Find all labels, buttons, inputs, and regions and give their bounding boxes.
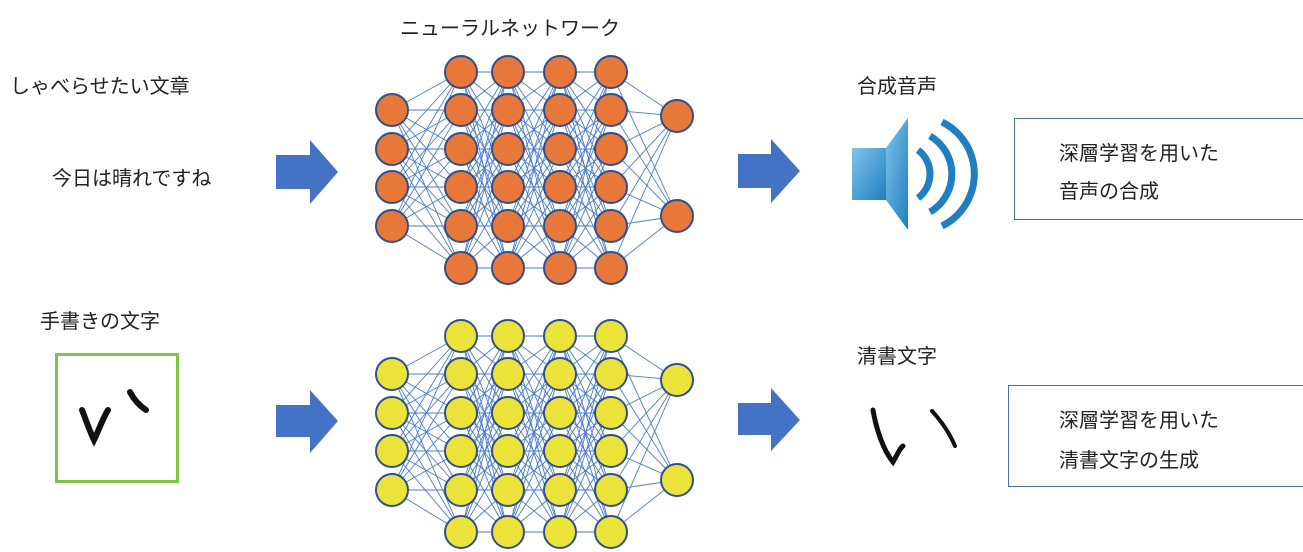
speech-network-node-1-2 [444,132,478,166]
handwriting-network-node-2-0 [491,319,525,353]
handwriting-network-node-4-1 [594,357,628,391]
handwriting-network-node-3-2 [543,396,577,430]
handwriting-network-node-3-4 [543,473,577,507]
handwriting-network-node-0-3 [375,473,409,507]
handwriting-result-box: 深層学習を用いた 清書文字の生成 [1008,385,1303,487]
right-arrow-icon [738,388,800,451]
handwriting-network-node-5-0 [660,363,694,397]
handwriting-network-node-0-0 [375,357,409,391]
handwritten-sample-image [55,353,179,483]
speech-network-edges [391,71,678,269]
handwriting-network-node-3-1 [543,357,577,391]
speech-network-node-0-2 [375,170,409,204]
handwriting-network-node-4-4 [594,473,628,507]
handwriting-network-node-3-3 [543,434,577,468]
speech-network-node-0-0 [375,93,409,127]
speech-network-node-5-1 [660,199,694,233]
speech-network-node-1-3 [444,170,478,204]
speech-network-node-4-1 [594,93,628,127]
handwriting-network-node-3-5 [543,515,577,549]
handwriting-network-node-4-0 [594,319,628,353]
handwriting-network-node-1-1 [444,357,478,391]
handwritten-i-glyph [79,389,149,447]
handwriting-network-node-2-3 [491,434,525,468]
speech-input-text: 今日は晴れですね [52,166,212,190]
right-arrow-icon [738,139,800,203]
speech-network-node-3-1 [543,93,577,127]
handwriting-network-node-1-4 [444,473,478,507]
handwriting-network-node-0-1 [375,396,409,430]
handwriting-network-node-4-5 [594,515,628,549]
speech-input-label: しゃべらせたい文章 [10,74,190,98]
handwriting-network-node-1-3 [444,434,478,468]
speech-network-node-3-3 [543,170,577,204]
handwriting-network-node-4-2 [594,396,628,430]
speech-network-node-2-2 [491,132,525,166]
speech-network-node-1-1 [444,93,478,127]
handwriting-network-node-5-1 [660,463,694,497]
handwriting-network-node-2-5 [491,515,525,549]
speech-network-node-1-5 [444,251,478,285]
speech-result-line-2: 音声の合成 [1059,179,1159,203]
speech-network-node-4-3 [594,170,628,204]
handwriting-network-node-2-2 [491,396,525,430]
speech-network-node-2-3 [491,170,525,204]
speech-network-node-3-2 [543,132,577,166]
speech-network-node-3-4 [543,209,577,243]
handwriting-network-node-1-5 [444,515,478,549]
speech-network-node-0-1 [375,132,409,166]
right-arrow-icon [276,390,338,453]
speech-network-node-0-3 [375,209,409,243]
handwriting-network-node-1-0 [444,319,478,353]
speech-network-node-1-0 [444,55,478,89]
handwriting-network-edges [391,335,678,533]
speech-network-node-2-4 [491,209,525,243]
handwriting-result-line-1: 深層学習を用いた [1059,408,1219,432]
handwriting-result-line-2: 清書文字の生成 [1059,448,1199,472]
right-arrow-icon [276,140,338,204]
speech-network-node-2-0 [491,55,525,89]
speech-network-node-2-1 [491,93,525,127]
speech-network-node-1-4 [444,209,478,243]
speech-result-box: 深層学習を用いた 音声の合成 [1014,118,1303,220]
speech-result-line-1: 深層学習を用いた [1059,141,1219,165]
handwriting-network-node-1-2 [444,396,478,430]
handwriting-network-node-3-0 [543,319,577,353]
handwriting-output-label: 清書文字 [857,344,937,368]
speech-network-node-2-5 [491,251,525,285]
handwriting-network-node-2-4 [491,473,525,507]
speech-network [375,55,694,285]
speech-network-node-3-0 [543,55,577,89]
speech-network-node-5-0 [660,99,694,133]
speech-network-node-4-4 [594,209,628,243]
speech-network-node-4-2 [594,132,628,166]
network-title: ニューラルネットワーク [400,16,620,40]
speech-output-label: 合成音声 [857,74,937,98]
speech-network-node-3-5 [543,251,577,285]
handwriting-network-node-2-1 [491,357,525,391]
speech-network-node-4-0 [594,55,628,89]
speech-network-node-4-5 [594,251,628,285]
handwriting-input-label: 手書きの文字 [40,309,160,333]
handwriting-network-node-0-2 [375,434,409,468]
handwriting-network-node-4-3 [594,434,628,468]
handwriting-network [375,319,694,549]
